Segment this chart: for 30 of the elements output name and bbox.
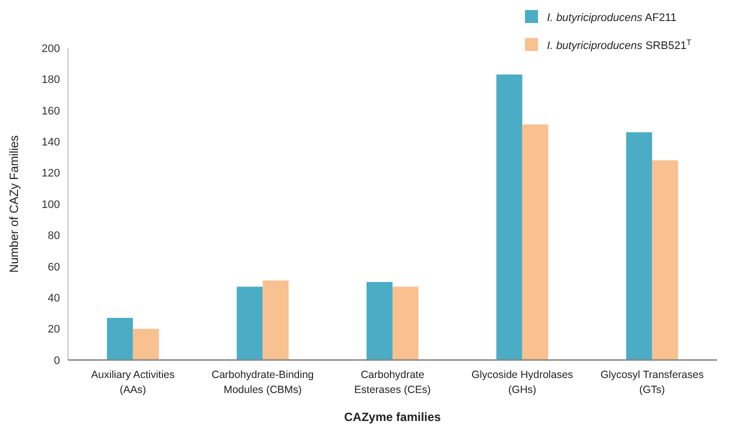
legend-label: I. butyriciproducens AF211	[547, 12, 676, 24]
y-tick-label: 100	[42, 198, 60, 211]
bar	[132, 328, 159, 360]
x-tick-label: Carbohydrate-Binding Modules (CBMs)	[212, 369, 314, 396]
bar	[262, 280, 289, 360]
bar	[106, 318, 133, 360]
y-tick-label: 40	[48, 292, 60, 304]
x-tick-label: Carbohydrate Esterases (CEs)	[354, 369, 431, 396]
y-tick-label: 140	[42, 136, 60, 148]
x-tick-label: Auxiliary Activities (AAs)	[91, 369, 175, 396]
y-tick-label: 0	[54, 354, 60, 367]
x-tick-label: Glycosyl Transferases (GTs)	[600, 369, 704, 396]
y-tick-label: 60	[48, 261, 60, 274]
bar	[366, 282, 392, 360]
bar	[496, 74, 522, 360]
legend-label: I. butyriciproducens SRB521$^{T}$	[547, 38, 692, 52]
y-axis-title: Number of CAZy Families	[7, 135, 21, 273]
y-tick-label: 120	[42, 168, 60, 180]
y-tick-label: 20	[48, 324, 60, 336]
x-tick-label: Glycoside Hydrolases (GHs)	[472, 369, 574, 396]
y-tick-label: 160	[42, 105, 60, 118]
x-axis-title: CAZyme families	[344, 410, 442, 424]
bar	[392, 286, 418, 360]
bar	[522, 124, 548, 360]
bar	[626, 132, 652, 360]
y-tick-label: 80	[48, 230, 60, 242]
y-tick-label: 200	[42, 42, 60, 55]
bar	[652, 160, 678, 360]
y-tick-label: 180	[42, 74, 60, 86]
bar	[236, 286, 263, 360]
